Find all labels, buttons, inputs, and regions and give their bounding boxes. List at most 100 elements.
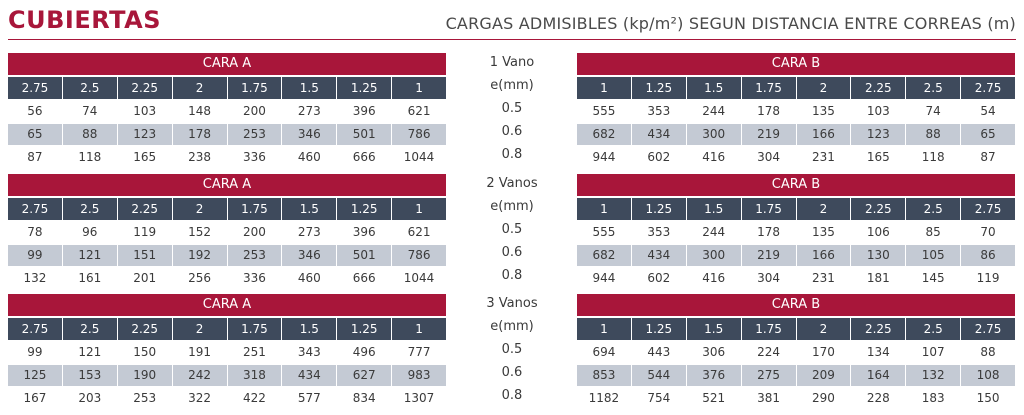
table-cell: 682 <box>592 248 616 262</box>
table-cell: 103 <box>850 101 905 122</box>
table-cell: 306 <box>685 342 741 363</box>
cara-a-header: CARA A <box>8 53 446 75</box>
table-row: 167 203 253 322 422 577 834 1307 <box>8 388 446 409</box>
table-cell: 501 <box>336 124 391 145</box>
column-header: 2.5 <box>905 318 960 340</box>
column-header: 1 <box>391 318 446 340</box>
cara-a-table: CARA A 2.75 2.5 2.25 2 1.75 1.5 1.25 1 56 74 103 148… <box>8 53 446 168</box>
table-cell: 627 <box>336 365 391 386</box>
table-cell: 300 <box>685 245 741 266</box>
table-cell: 224 <box>740 342 796 363</box>
table-cell: 148 <box>171 101 227 122</box>
table-cell: 87 <box>960 147 1015 168</box>
column-header: 2.5 <box>905 77 960 99</box>
table-cell: 150 <box>960 388 1015 409</box>
table-cell: 256 <box>171 268 227 289</box>
table-cell: 304 <box>740 268 796 289</box>
table-row: 99 121 150 191 251 343 496 777 <box>8 342 446 363</box>
table-cell: 376 <box>685 365 741 386</box>
table-cell: 501 <box>336 245 391 266</box>
table-cell: 150 <box>116 342 172 363</box>
table-cell: 166 <box>795 124 851 145</box>
table-cell: 70 <box>960 222 1015 243</box>
table-cell: 322 <box>171 388 227 409</box>
table-cell: 318 <box>226 365 282 386</box>
table-cell: 99 <box>27 345 43 359</box>
page-subtitle: CARGAS ADMISIBLES (kp/m²) SEGUN DISTANCI… <box>445 14 1016 33</box>
table-cell: 944 <box>592 271 616 285</box>
thickness-value: 0.5 <box>501 101 523 116</box>
table-row: 1182 754 521 381 290 228 183 150 <box>577 388 1015 409</box>
column-header: 2.75 <box>21 202 49 216</box>
table-cell: 209 <box>795 365 851 386</box>
table-cell: 88 <box>905 124 960 145</box>
table-cell: 694 <box>592 345 616 359</box>
table-cell: 300 <box>685 124 741 145</box>
cara-a-header: CARA A <box>8 174 446 196</box>
table-cell: 132 <box>23 271 47 285</box>
table-cell: 460 <box>281 268 336 289</box>
column-header: 1.5 <box>281 318 336 340</box>
column-header: 2.25 <box>850 318 905 340</box>
thickness-value: 0.8 <box>501 147 523 162</box>
column-header: 2.75 <box>960 318 1015 340</box>
column-header: 2.25 <box>116 77 172 99</box>
table-cell: 203 <box>61 388 117 409</box>
table-cell: 153 <box>61 365 117 386</box>
column-header: 2.5 <box>61 198 117 220</box>
table-cell: 56 <box>27 104 43 118</box>
table-cell: 74 <box>905 101 960 122</box>
table-cell: 119 <box>960 268 1015 289</box>
table-cell: 253 <box>226 124 282 145</box>
column-header: 1.25 <box>336 77 391 99</box>
table-cell: 130 <box>850 245 905 266</box>
table-cell: 443 <box>630 342 686 363</box>
cara-b-table: CARA B 1 1.25 1.5 1.75 2 2.25 2.5 2.75 555 353 244 1… <box>577 174 1015 289</box>
thickness-label: e(mm) <box>490 319 534 334</box>
column-header: 1 <box>600 322 608 336</box>
table-cell: 192 <box>171 245 227 266</box>
table-cell: 834 <box>336 388 391 409</box>
column-header: 1.5 <box>685 77 741 99</box>
column-header: 1 <box>391 198 446 220</box>
span-labels: 3 Vanos e(mm) 0.5 0.6 0.8 <box>462 292 562 407</box>
table-cell: 602 <box>630 147 686 168</box>
cara-a-header: CARA A <box>8 294 446 316</box>
column-header: 2.75 <box>960 77 1015 99</box>
column-header-row: 2.75 2.5 2.25 2 1.75 1.5 1.25 1 <box>8 198 446 220</box>
table-cell: 164 <box>850 365 905 386</box>
thickness-value: 0.5 <box>501 222 523 237</box>
thickness-value: 0.8 <box>501 388 523 403</box>
table-cell: 853 <box>592 368 616 382</box>
table-cell: 191 <box>171 342 227 363</box>
column-header: 1.75 <box>740 198 796 220</box>
table-cell: 238 <box>171 147 227 168</box>
table-cell: 786 <box>391 245 446 266</box>
table-cell: 119 <box>116 222 172 243</box>
table-row: 99 121 151 192 253 346 501 786 <box>8 245 446 266</box>
table-cell: 65 <box>27 127 43 141</box>
table-cell: 201 <box>116 268 172 289</box>
table-cell: 123 <box>850 124 905 145</box>
table-cell: 121 <box>61 245 117 266</box>
table-row: 853 544 376 275 209 164 132 108 <box>577 365 1015 386</box>
vanos-label: 3 Vanos <box>486 296 538 311</box>
table-cell: 106 <box>850 222 905 243</box>
table-row: 78 96 119 152 200 273 396 621 <box>8 222 446 243</box>
table-cell: 135 <box>795 101 851 122</box>
table-cell: 242 <box>171 365 227 386</box>
cara-b-table: CARA B 1 1.25 1.5 1.75 2 2.25 2.5 2.75 694 443 306 2… <box>577 294 1015 409</box>
column-header: 1.5 <box>685 318 741 340</box>
table-cell: 107 <box>905 342 960 363</box>
thickness-value: 0.6 <box>501 245 523 260</box>
table-row: 125 153 190 242 318 434 627 983 <box>8 365 446 386</box>
column-header: 1.25 <box>336 318 391 340</box>
thickness-label: e(mm) <box>490 78 534 93</box>
table-cell: 434 <box>630 124 686 145</box>
table-cell: 336 <box>226 268 282 289</box>
table-cell: 132 <box>905 365 960 386</box>
table-row: 555 353 244 178 135 103 74 54 <box>577 101 1015 122</box>
table-cell: 123 <box>116 124 172 145</box>
table-cell: 228 <box>850 388 905 409</box>
column-header: 1.75 <box>740 318 796 340</box>
